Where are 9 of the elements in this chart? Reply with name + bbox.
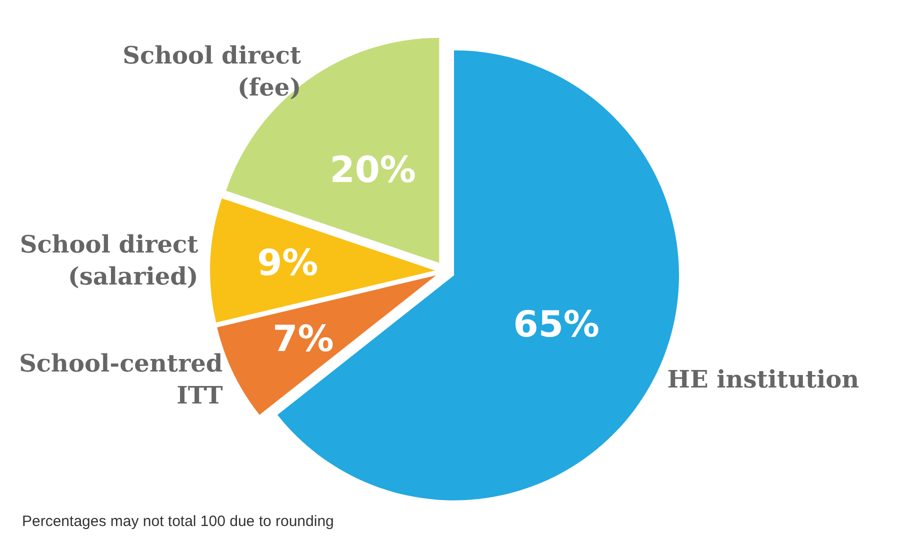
text: Percentages may not total 100 due to rounding: [22, 513, 335, 530]
slice-label: HE institution: [667, 364, 860, 394]
slice-label: School direct (fee): [122, 40, 302, 101]
data-label: 7%: [272, 319, 334, 360]
slice-label: School direct (salaried): [20, 228, 198, 290]
data-label: 9%: [257, 243, 318, 284]
data-label: 65%: [513, 304, 600, 346]
slice-label: School-centred ITT: [19, 348, 223, 410]
data-label: 20%: [330, 150, 416, 191]
